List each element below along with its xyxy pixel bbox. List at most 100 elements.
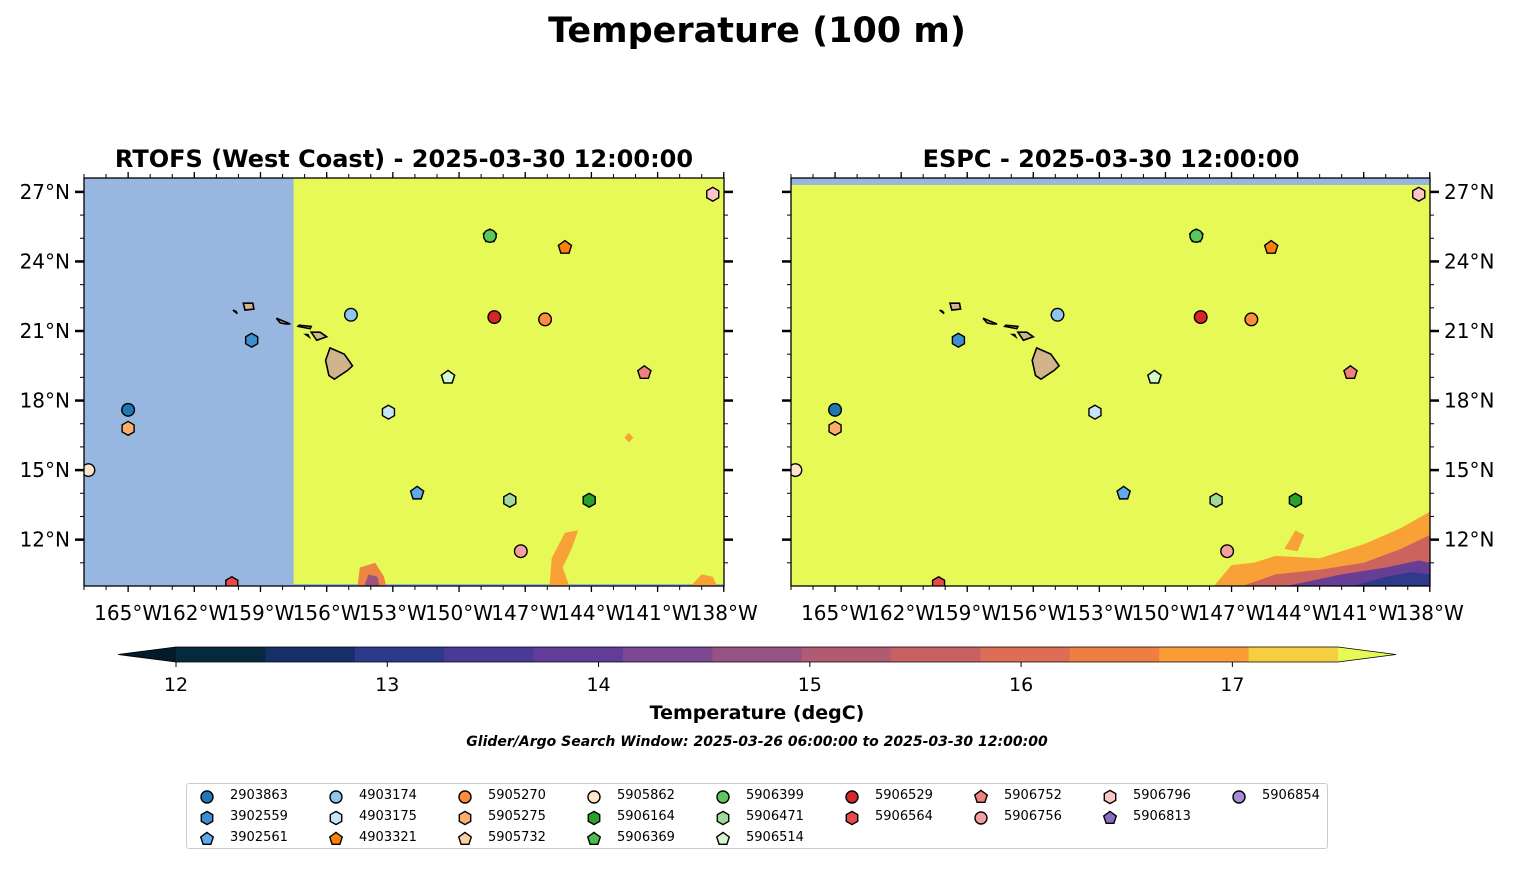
x-tick-label: 147°W — [491, 601, 559, 625]
colorbar-bin — [176, 647, 266, 662]
legend-marker-5906854 — [1232, 790, 1246, 804]
float-marker-5906564 — [225, 575, 239, 586]
legend-marker-icon — [1232, 790, 1246, 804]
temperature-patch — [357, 562, 387, 586]
legend-label: 5905862 — [617, 788, 675, 803]
colorbar-bin — [712, 647, 803, 662]
colorbar-bin — [801, 647, 892, 662]
colorbar-tick-label: 15 — [798, 674, 822, 696]
legend-label: 5906752 — [1004, 788, 1062, 803]
x-tick-label: 156°W — [999, 601, 1067, 625]
float-marker-3902559 — [951, 332, 966, 349]
legend-marker-icon — [716, 790, 730, 804]
legend-label: 2903863 — [230, 788, 288, 803]
legend-marker-icon — [200, 810, 214, 826]
temperature-patch — [1284, 530, 1305, 552]
colorbar-tick-label: 12 — [164, 674, 188, 696]
float-marker-5906399 — [482, 228, 497, 243]
x-tick-label: 141°W — [1330, 601, 1398, 625]
float-marker-2903863 — [121, 402, 136, 417]
legend-marker-5906813 — [1102, 810, 1118, 825]
float-marker-5906529 — [1193, 310, 1208, 325]
legend-marker-5906399 — [716, 790, 730, 804]
legend-label: 4903321 — [359, 830, 417, 845]
temperature-patch — [364, 574, 380, 586]
float-marker-5906752 — [1343, 364, 1358, 380]
temperature-patch — [1352, 572, 1430, 586]
colorbar-label: Temperature (degC) — [650, 702, 865, 724]
legend-label: 3902559 — [230, 809, 288, 824]
legend-label: 5906471 — [746, 809, 804, 824]
model-nodata-mask — [791, 178, 1430, 185]
map-frame — [83, 177, 725, 587]
legend-label: 5906813 — [1133, 809, 1191, 824]
legend-marker-icon — [458, 810, 472, 826]
island-shape — [948, 302, 962, 311]
espc-map-panel: 165°W162°W159°W156°W153°W150°W147°W144°W… — [782, 172, 1494, 625]
float-marker-4903175 — [381, 404, 396, 420]
legend-marker-icon — [586, 831, 602, 846]
x-tick-label: 147°W — [1198, 601, 1266, 625]
y-tick-label: 21°N — [1444, 319, 1494, 343]
y-tick-label: 24°N — [20, 249, 70, 273]
colorbar-tick-label: 13 — [375, 674, 399, 696]
colorbar-bin — [980, 647, 1071, 662]
legend-marker-5906529 — [845, 790, 859, 804]
legend-marker-5906514 — [715, 831, 731, 846]
temperature-field — [791, 178, 1430, 586]
legend-label: 5906164 — [617, 809, 675, 824]
legend-marker-5906796 — [1103, 789, 1117, 805]
legend-marker-5905732 — [457, 831, 473, 846]
colorbar-bin — [444, 647, 535, 662]
float-marker-5906164 — [582, 492, 596, 508]
float-marker-5905270 — [1244, 312, 1259, 327]
x-tick-label: 138°W — [690, 601, 758, 625]
x-tick-label: 162°W — [160, 601, 228, 625]
float-marker-5906164 — [1288, 492, 1303, 508]
legend-marker-5906756 — [974, 811, 988, 825]
island-shape — [324, 346, 354, 381]
float-marker-5906564 — [931, 575, 946, 586]
float-marker-4903174 — [1050, 307, 1065, 322]
legend-marker-icon — [973, 789, 989, 804]
colorbar-tick-label: 17 — [1220, 674, 1244, 696]
map-frame — [790, 177, 1431, 587]
island-shape — [296, 324, 313, 330]
y-tick-label: 12°N — [20, 528, 70, 552]
y-tick-label: 24°N — [1444, 249, 1494, 273]
legend-marker-5906369 — [586, 831, 602, 846]
legend-marker-icon — [199, 831, 215, 846]
float-marker-5905862 — [791, 463, 803, 478]
float-marker-5906471 — [503, 492, 517, 508]
float-marker-5906529 — [487, 310, 502, 325]
colorbar-over-arrow — [1338, 647, 1396, 662]
x-tick-label: 144°W — [1264, 601, 1332, 625]
legend-label: 5906529 — [875, 788, 933, 803]
colorbar-bin — [533, 647, 624, 662]
legend-marker-icon — [715, 831, 731, 846]
colorbar-tick-label: 14 — [586, 674, 610, 696]
x-tick-label: 159°W — [933, 601, 1001, 625]
colorbar-under-arrow — [118, 647, 176, 662]
legend-marker-3902561 — [199, 831, 215, 846]
legend-label: 4903175 — [359, 809, 417, 824]
legend-marker-icon — [457, 831, 473, 846]
float-marker-5906756 — [1220, 544, 1235, 559]
float-marker-3902559 — [244, 332, 259, 349]
float-marker-5906756 — [513, 544, 528, 559]
legend-marker-icon — [1102, 810, 1118, 825]
x-tick-label: 159°W — [227, 601, 295, 625]
x-tick-label: 165°W — [94, 601, 162, 625]
legend-marker-5906471 — [716, 810, 730, 826]
x-tick-label: 156°W — [293, 601, 361, 625]
colorbar-bin — [891, 647, 981, 662]
float-marker-5906471 — [1209, 492, 1223, 508]
legend-marker-icon — [329, 790, 343, 804]
legend-marker-icon — [1103, 789, 1117, 805]
island-shape — [1003, 324, 1020, 330]
island-shape — [982, 317, 998, 325]
legend-label: 5905732 — [488, 830, 546, 845]
float-marker-5906514 — [440, 369, 456, 384]
y-tick-label: 18°N — [20, 389, 70, 413]
